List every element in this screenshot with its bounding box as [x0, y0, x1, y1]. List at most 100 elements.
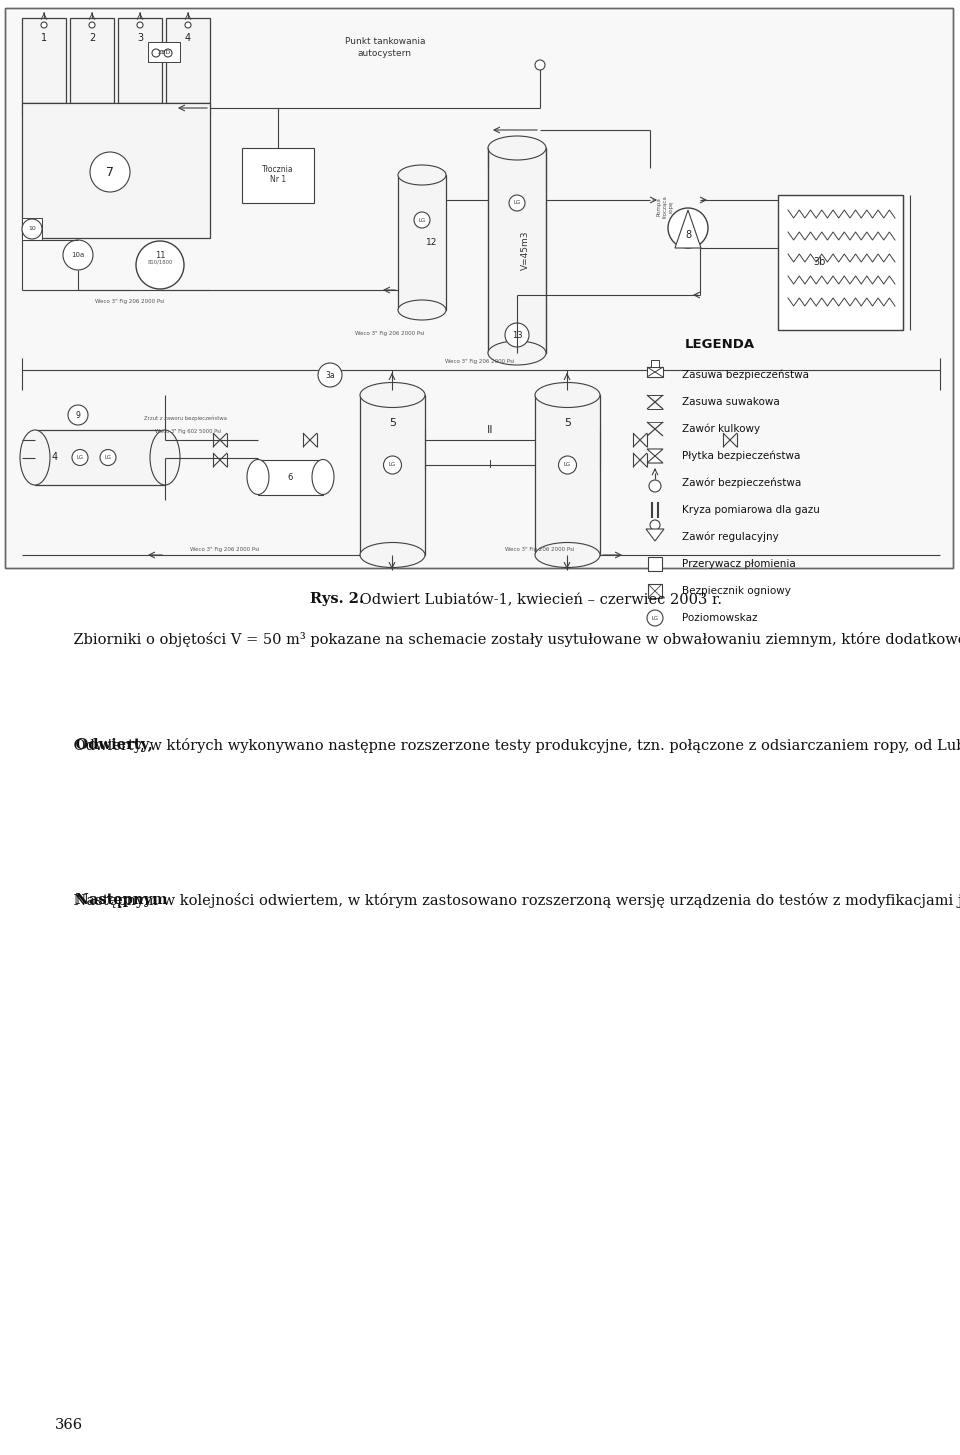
Circle shape — [414, 212, 430, 228]
Circle shape — [136, 242, 184, 290]
Circle shape — [89, 22, 95, 28]
Bar — [398, 175, 446, 310]
Circle shape — [63, 240, 93, 271]
Text: Poziomowskaz: Poziomowskaz — [682, 613, 757, 623]
Ellipse shape — [488, 135, 546, 160]
Text: I: I — [489, 460, 492, 470]
Text: Zbiorniki o objętości V = 50 m³ pokazane na schemacie zostały usytułowane w obwa: Zbiorniki o objętości V = 50 m³ pokazane… — [55, 631, 960, 647]
Polygon shape — [647, 450, 663, 455]
Text: Zawór kulkowy: Zawór kulkowy — [682, 423, 760, 434]
Polygon shape — [647, 455, 663, 463]
Circle shape — [509, 195, 525, 211]
Text: Bezpiecznik ogniowy: Bezpiecznik ogniowy — [682, 586, 791, 597]
Bar — [360, 394, 425, 554]
Text: 7: 7 — [106, 166, 114, 179]
Text: 3b: 3b — [814, 258, 827, 268]
Circle shape — [22, 220, 42, 239]
Text: Weco 3" Fig 206 2000 Psi: Weco 3" Fig 206 2000 Psi — [190, 547, 260, 553]
Ellipse shape — [247, 460, 269, 495]
Circle shape — [41, 22, 47, 28]
Text: LEGENDA: LEGENDA — [684, 339, 756, 352]
Text: ZBD: ZBD — [157, 49, 171, 54]
Text: Weco 3" Fig 206 2000 Psi: Weco 3" Fig 206 2000 Psi — [95, 300, 165, 304]
Text: 11: 11 — [155, 250, 165, 259]
Bar — [535, 394, 600, 554]
Bar — [148, 42, 180, 63]
Text: 1: 1 — [41, 33, 47, 44]
Text: Kryza pomiarowa dla gazu: Kryza pomiarowa dla gazu — [682, 505, 820, 515]
Bar — [648, 557, 662, 570]
Bar — [22, 17, 66, 103]
Text: 12: 12 — [426, 239, 438, 247]
Text: 3a: 3a — [325, 371, 335, 380]
Text: Odwierty, w których wykonywano następne rozszerzone testy produkcyjne, tzn. połą: Odwierty, w których wykonywano następne … — [55, 738, 960, 754]
Polygon shape — [675, 210, 701, 247]
Text: LG: LG — [652, 615, 659, 620]
Text: LG: LG — [105, 455, 111, 460]
Bar — [35, 431, 165, 485]
Text: Odwiert Lubiatów-1, kwiecień – czerwiec 2003 r.: Odwiert Lubiatów-1, kwiecień – czerwiec … — [355, 592, 722, 605]
Bar — [22, 218, 42, 240]
Ellipse shape — [398, 300, 446, 320]
Circle shape — [318, 362, 342, 387]
Circle shape — [164, 49, 172, 57]
Circle shape — [559, 455, 577, 474]
Circle shape — [185, 22, 191, 28]
Text: Następnym: Następnym — [55, 893, 167, 906]
Text: 10a: 10a — [71, 252, 84, 258]
Text: 5: 5 — [564, 418, 571, 428]
Text: autocystern: autocystern — [358, 48, 412, 58]
Text: Tłocznia: Tłocznia — [262, 166, 294, 175]
Bar — [118, 17, 162, 103]
Text: Zasuwa bezpieczeństwa: Zasuwa bezpieczeństwa — [682, 370, 809, 380]
Ellipse shape — [150, 431, 180, 485]
Text: Punkt tankowania: Punkt tankowania — [345, 38, 425, 47]
Text: 5: 5 — [389, 418, 396, 428]
Text: 3: 3 — [137, 33, 143, 44]
Ellipse shape — [20, 431, 50, 485]
Text: 10: 10 — [28, 227, 36, 231]
Text: 8: 8 — [684, 230, 691, 240]
Circle shape — [649, 480, 661, 492]
Circle shape — [647, 610, 663, 626]
Text: Pompa
tłocząca
ropę: Pompa tłocząca ropę — [657, 195, 674, 218]
Text: Rys. 2.: Rys. 2. — [310, 592, 364, 605]
Circle shape — [152, 49, 160, 57]
Text: 366: 366 — [55, 1419, 84, 1432]
Ellipse shape — [360, 383, 425, 407]
Text: LG: LG — [564, 463, 571, 467]
Bar — [778, 195, 903, 330]
Text: Odwierty,: Odwierty, — [55, 738, 153, 752]
Bar — [5, 7, 953, 567]
Text: Weco 3" Fig 206 2000 Psi: Weco 3" Fig 206 2000 Psi — [445, 359, 515, 365]
Bar — [22, 103, 210, 239]
Text: Zasuwa suwakowa: Zasuwa suwakowa — [682, 397, 780, 407]
Text: Płytka bezpieczeństwa: Płytka bezpieczeństwa — [682, 451, 801, 461]
Circle shape — [535, 60, 545, 70]
Text: 810/1800: 810/1800 — [147, 259, 173, 265]
Circle shape — [668, 208, 708, 247]
Circle shape — [137, 22, 143, 28]
Ellipse shape — [535, 383, 600, 407]
Text: 6: 6 — [287, 473, 293, 482]
Text: Zawór regulacyjny: Zawór regulacyjny — [682, 531, 779, 543]
Text: Następnym w kolejności odwiertem, w którym zastosowano rozszerzoną wersję urządz: Następnym w kolejności odwiertem, w któr… — [55, 893, 960, 908]
Text: 2: 2 — [89, 33, 95, 44]
Text: Nr 1: Nr 1 — [270, 176, 286, 185]
Text: 13: 13 — [512, 330, 522, 339]
Bar — [70, 17, 114, 103]
Bar — [651, 359, 659, 367]
Circle shape — [90, 151, 130, 192]
Bar — [647, 367, 663, 377]
Bar — [258, 460, 323, 495]
Bar — [648, 583, 662, 598]
Text: LG: LG — [389, 463, 396, 467]
Text: 9: 9 — [76, 410, 81, 419]
Bar — [166, 17, 210, 103]
Text: II: II — [487, 425, 493, 435]
Ellipse shape — [360, 543, 425, 567]
Ellipse shape — [488, 340, 546, 365]
Ellipse shape — [398, 164, 446, 185]
Polygon shape — [646, 530, 664, 541]
Circle shape — [650, 519, 660, 530]
